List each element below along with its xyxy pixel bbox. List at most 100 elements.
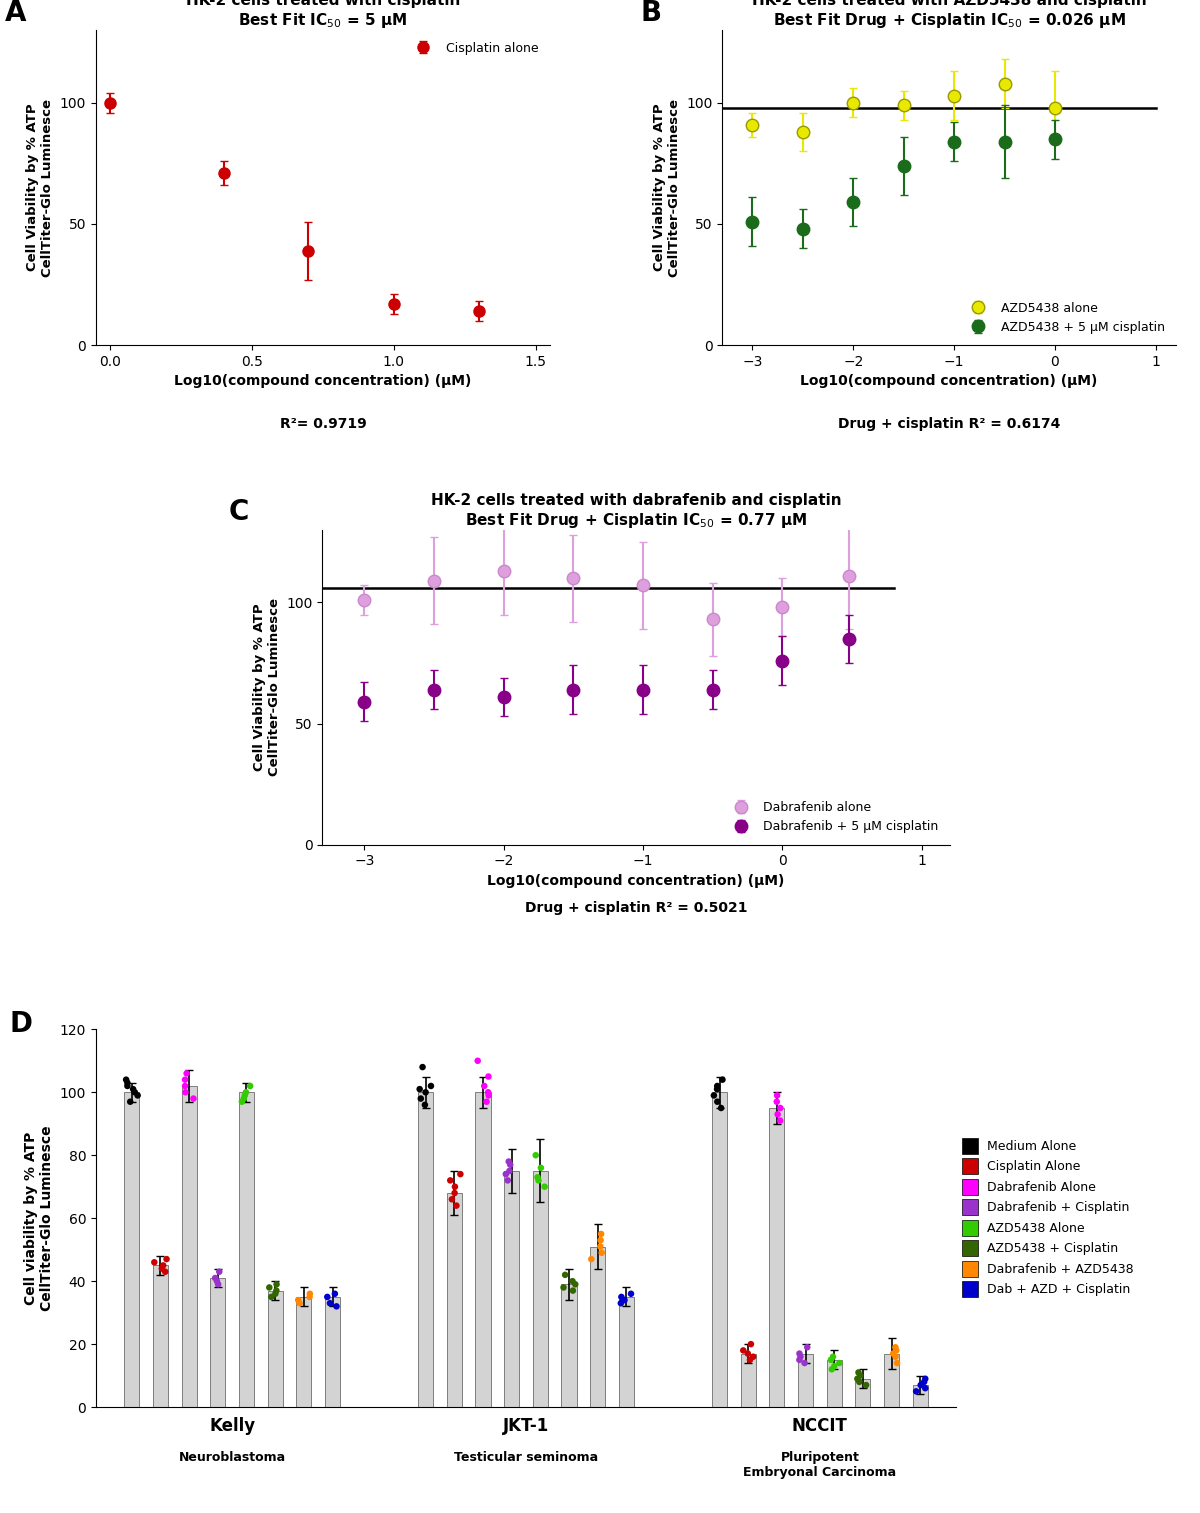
Y-axis label: Cell viability by % ATP
CellTiter-Glo Luminesce: Cell viability by % ATP CellTiter-Glo Lu…	[24, 1126, 54, 1310]
Text: C: C	[228, 498, 248, 527]
Point	[888, 1351, 907, 1375]
Point	[262, 1285, 281, 1309]
Text: B: B	[641, 0, 661, 27]
Bar	[769, 1108, 785, 1407]
Bar	[712, 1092, 727, 1407]
Point	[413, 1055, 432, 1079]
Point	[300, 1282, 319, 1306]
Point	[326, 1294, 346, 1318]
Legend: Medium Alone, Cisplatin Alone, Dabrafenib Alone, Dabrafenib + Cisplatin, AZD5438: Medium Alone, Cisplatin Alone, Dabrafeni…	[962, 1139, 1134, 1297]
Point	[528, 1165, 547, 1189]
Text: Drug + cisplatin R² = 0.5021: Drug + cisplatin R² = 0.5021	[524, 900, 748, 914]
Text: A: A	[5, 0, 26, 27]
Y-axis label: Cell Viability by % ATP
CellTiter-Glo Luminesce: Cell Viability by % ATP CellTiter-Glo Lu…	[653, 98, 680, 277]
Point	[289, 1288, 308, 1312]
Point	[886, 1345, 905, 1369]
Point	[475, 1074, 494, 1098]
Point	[556, 1263, 575, 1288]
Bar	[296, 1297, 311, 1407]
Point	[300, 1285, 319, 1309]
Point	[612, 1285, 631, 1309]
Bar	[210, 1278, 226, 1407]
Bar	[590, 1247, 605, 1407]
Point	[532, 1156, 551, 1180]
Point	[914, 1369, 934, 1393]
Point	[259, 1275, 278, 1300]
Point	[712, 1095, 731, 1120]
Text: Testicular seminoma: Testicular seminoma	[454, 1451, 598, 1465]
Legend: Cisplatin alone: Cisplatin alone	[406, 36, 544, 59]
Point	[318, 1285, 337, 1309]
Point	[445, 1174, 464, 1198]
Point	[848, 1360, 868, 1384]
Point	[236, 1080, 256, 1104]
Point	[708, 1074, 727, 1098]
Point	[798, 1334, 817, 1359]
Point	[790, 1342, 809, 1366]
Point	[479, 1065, 498, 1089]
Point	[582, 1247, 601, 1271]
Point	[210, 1260, 229, 1285]
Bar	[475, 1092, 491, 1407]
Point	[554, 1275, 574, 1300]
Point	[738, 1342, 757, 1366]
Bar	[239, 1092, 254, 1407]
Bar	[619, 1297, 634, 1407]
Point	[266, 1272, 286, 1297]
Point	[498, 1168, 517, 1192]
Point	[476, 1089, 496, 1114]
Point	[152, 1256, 172, 1280]
Point	[412, 1086, 431, 1111]
Bar	[152, 1265, 168, 1407]
Point	[145, 1250, 164, 1274]
Point	[128, 1083, 148, 1108]
Point	[916, 1366, 935, 1390]
Point	[421, 1074, 440, 1098]
Point	[592, 1229, 611, 1253]
Point	[590, 1235, 610, 1259]
Point	[233, 1089, 252, 1114]
Point	[208, 1269, 227, 1294]
Point	[500, 1153, 520, 1177]
Bar	[856, 1378, 870, 1407]
Point	[563, 1278, 582, 1303]
Point	[479, 1080, 498, 1104]
Bar	[884, 1354, 899, 1407]
Bar	[827, 1360, 841, 1407]
Text: Neuroblastoma: Neuroblastoma	[179, 1451, 286, 1465]
Point	[704, 1083, 724, 1108]
X-axis label: Log10(compound concentration) (μM): Log10(compound concentration) (μM)	[174, 374, 472, 389]
Point	[205, 1266, 224, 1291]
Point	[770, 1109, 790, 1133]
Point	[592, 1223, 611, 1247]
Point	[563, 1269, 582, 1294]
Text: D: D	[10, 1011, 34, 1038]
Point	[320, 1291, 340, 1315]
Point	[906, 1380, 925, 1404]
Point	[325, 1282, 344, 1306]
Bar	[913, 1384, 928, 1407]
Point	[154, 1253, 173, 1277]
Point	[468, 1049, 487, 1073]
Text: Pluripotent
Embryonal Carcinoma: Pluripotent Embryonal Carcinoma	[743, 1451, 896, 1480]
Point	[733, 1339, 752, 1363]
Y-axis label: Cell Viability by % ATP
CellTiter-Glo Luminesce: Cell Viability by % ATP CellTiter-Glo Lu…	[26, 98, 54, 277]
Bar	[418, 1092, 433, 1407]
Bar	[504, 1171, 520, 1407]
Bar	[740, 1354, 756, 1407]
Point	[821, 1348, 840, 1372]
Point	[770, 1095, 790, 1120]
Point	[850, 1369, 869, 1393]
Point	[497, 1162, 516, 1186]
Point	[592, 1241, 611, 1265]
Point	[234, 1086, 253, 1111]
Point	[611, 1291, 630, 1315]
Point	[446, 1194, 466, 1218]
Point	[240, 1074, 259, 1098]
Point	[156, 1260, 175, 1285]
Legend: AZD5438 alone, AZD5438 + 5 μM cisplatin: AZD5438 alone, AZD5438 + 5 μM cisplatin	[961, 297, 1170, 339]
Point	[791, 1345, 810, 1369]
Point	[768, 1101, 787, 1126]
Point	[443, 1188, 462, 1212]
Point	[614, 1288, 634, 1312]
